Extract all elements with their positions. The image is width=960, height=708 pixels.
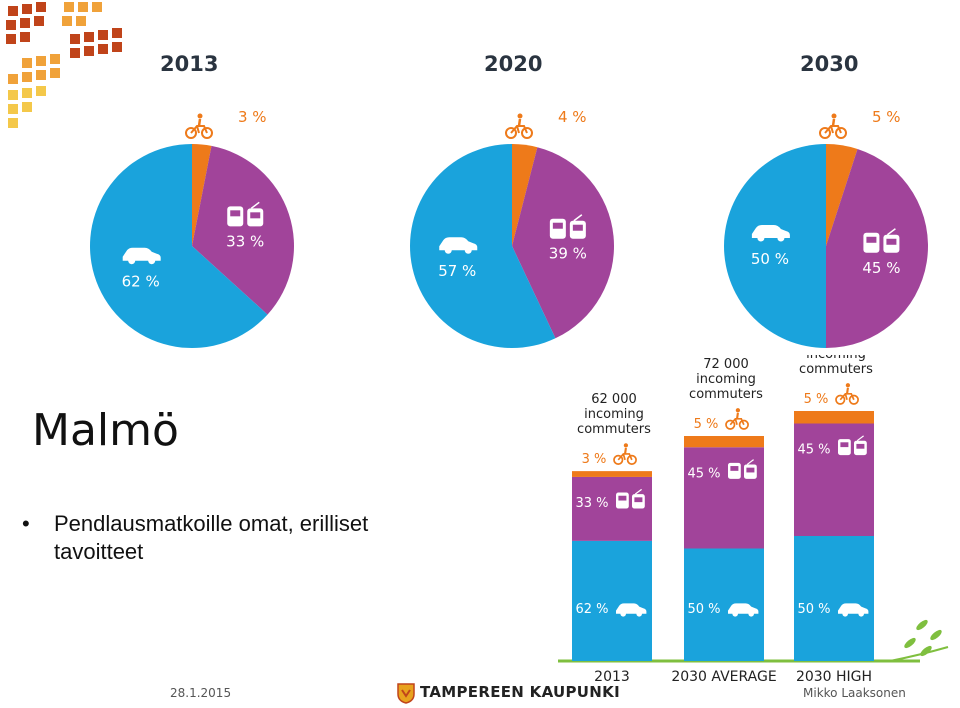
pie-slice-car bbox=[410, 144, 556, 348]
slide-title: Malmö bbox=[32, 405, 179, 456]
transit-icon bbox=[227, 201, 264, 227]
bar-total-label: incoming bbox=[806, 355, 866, 362]
bike-icon bbox=[185, 113, 213, 139]
bar-segment-bike bbox=[794, 411, 874, 424]
bar-label-bike: 5 % bbox=[694, 417, 719, 432]
pie-year-2020: 2020 bbox=[484, 52, 543, 76]
car-icon bbox=[616, 603, 647, 617]
bar-segment-transit bbox=[794, 423, 874, 536]
bar-category-label: 2030 AVERAGE bbox=[671, 669, 776, 685]
leaf-sprig-icon bbox=[889, 619, 949, 662]
footer-date: 28.1.2015 bbox=[170, 686, 232, 700]
car-icon bbox=[728, 603, 759, 617]
bar-label-car: 50 % bbox=[687, 602, 720, 617]
pie-year-2030: 2030 bbox=[800, 52, 859, 76]
pie-label-transit: 33 % bbox=[226, 232, 264, 250]
pie-label-car: 57 % bbox=[438, 262, 476, 280]
bar-label-bike: 5 % bbox=[804, 392, 829, 407]
pie-slice-bike bbox=[192, 144, 212, 246]
pie-label-car: 50 % bbox=[751, 250, 789, 268]
bike-icon bbox=[505, 113, 533, 139]
footer-brand: TAMPEREEN KAUPUNKI bbox=[420, 683, 620, 701]
bar-total-label: 62 000 bbox=[591, 392, 637, 407]
bar-segment-bike bbox=[684, 436, 764, 448]
bar-segment-car bbox=[794, 536, 874, 661]
pie-label-car: 62 % bbox=[122, 273, 160, 291]
pie-label-bike: 5 % bbox=[872, 108, 901, 126]
bar-label-transit: 33 % bbox=[575, 496, 608, 511]
bar-total-label: commuters bbox=[577, 422, 651, 437]
bar-label-transit: 45 % bbox=[687, 466, 720, 481]
bar-label-bike: 3 % bbox=[582, 452, 607, 467]
pie-slice-bike bbox=[512, 144, 538, 246]
bullet-dot-icon: • bbox=[22, 511, 30, 536]
pie-label-bike: 3 % bbox=[238, 108, 267, 126]
bar-segment-transit bbox=[684, 447, 764, 549]
commuter-bar-chart: 62 %33 %3 %62 000incomingcommuters201350… bbox=[558, 355, 949, 685]
car-icon bbox=[751, 225, 790, 242]
pie-slice-bike bbox=[826, 144, 858, 246]
pie-year-2013: 2013 bbox=[160, 52, 219, 76]
footer-author: Mikko Laaksonen bbox=[803, 686, 906, 700]
bar-segment-transit bbox=[572, 476, 652, 541]
transit-icon bbox=[838, 435, 867, 456]
pie-label-transit: 45 % bbox=[862, 259, 900, 277]
bar-category-label: 2030 HIGH bbox=[796, 669, 872, 685]
city-crest-icon bbox=[397, 683, 415, 704]
city-logo bbox=[6, 2, 122, 128]
pie-charts: 3 % 33 % 62 % 4 % 39 % 57 % 5 % 45 % 50 % bbox=[90, 108, 928, 349]
bar-segment-car bbox=[572, 540, 652, 661]
car-icon bbox=[122, 247, 161, 265]
bike-icon bbox=[613, 443, 637, 465]
bullet-text: Pendlausmatkoille omat, erilliset tavoit… bbox=[54, 511, 369, 564]
transit-icon bbox=[728, 459, 757, 479]
bike-icon bbox=[819, 113, 847, 139]
bar-label-transit: 45 % bbox=[797, 443, 830, 458]
bar-total-label: incoming bbox=[696, 372, 756, 387]
bar-total-label: 72 000 bbox=[703, 357, 749, 372]
bar-label-car: 62 % bbox=[575, 602, 608, 617]
car-icon bbox=[838, 603, 869, 617]
bar-segment-bike bbox=[572, 471, 652, 477]
bar-total-label: commuters bbox=[799, 362, 873, 377]
pie-label-transit: 39 % bbox=[549, 245, 587, 263]
bike-icon bbox=[835, 383, 859, 405]
bar-label-car: 50 % bbox=[797, 602, 830, 617]
transit-icon bbox=[863, 228, 900, 253]
pie-slice-car bbox=[90, 144, 268, 349]
transit-icon bbox=[616, 488, 645, 509]
pie-label-bike: 4 % bbox=[558, 108, 587, 126]
bar-category-label: 2013 bbox=[594, 669, 630, 685]
pie-slice-car bbox=[724, 144, 826, 348]
bike-icon bbox=[725, 408, 749, 430]
pie-slice-transit bbox=[512, 147, 615, 339]
bar-segment-car bbox=[684, 548, 764, 661]
bar-total-label: incoming bbox=[584, 407, 644, 422]
car-icon bbox=[439, 237, 478, 254]
transit-icon bbox=[549, 214, 586, 239]
bar-total-label: commuters bbox=[689, 387, 763, 402]
pie-slice-transit bbox=[192, 145, 294, 315]
